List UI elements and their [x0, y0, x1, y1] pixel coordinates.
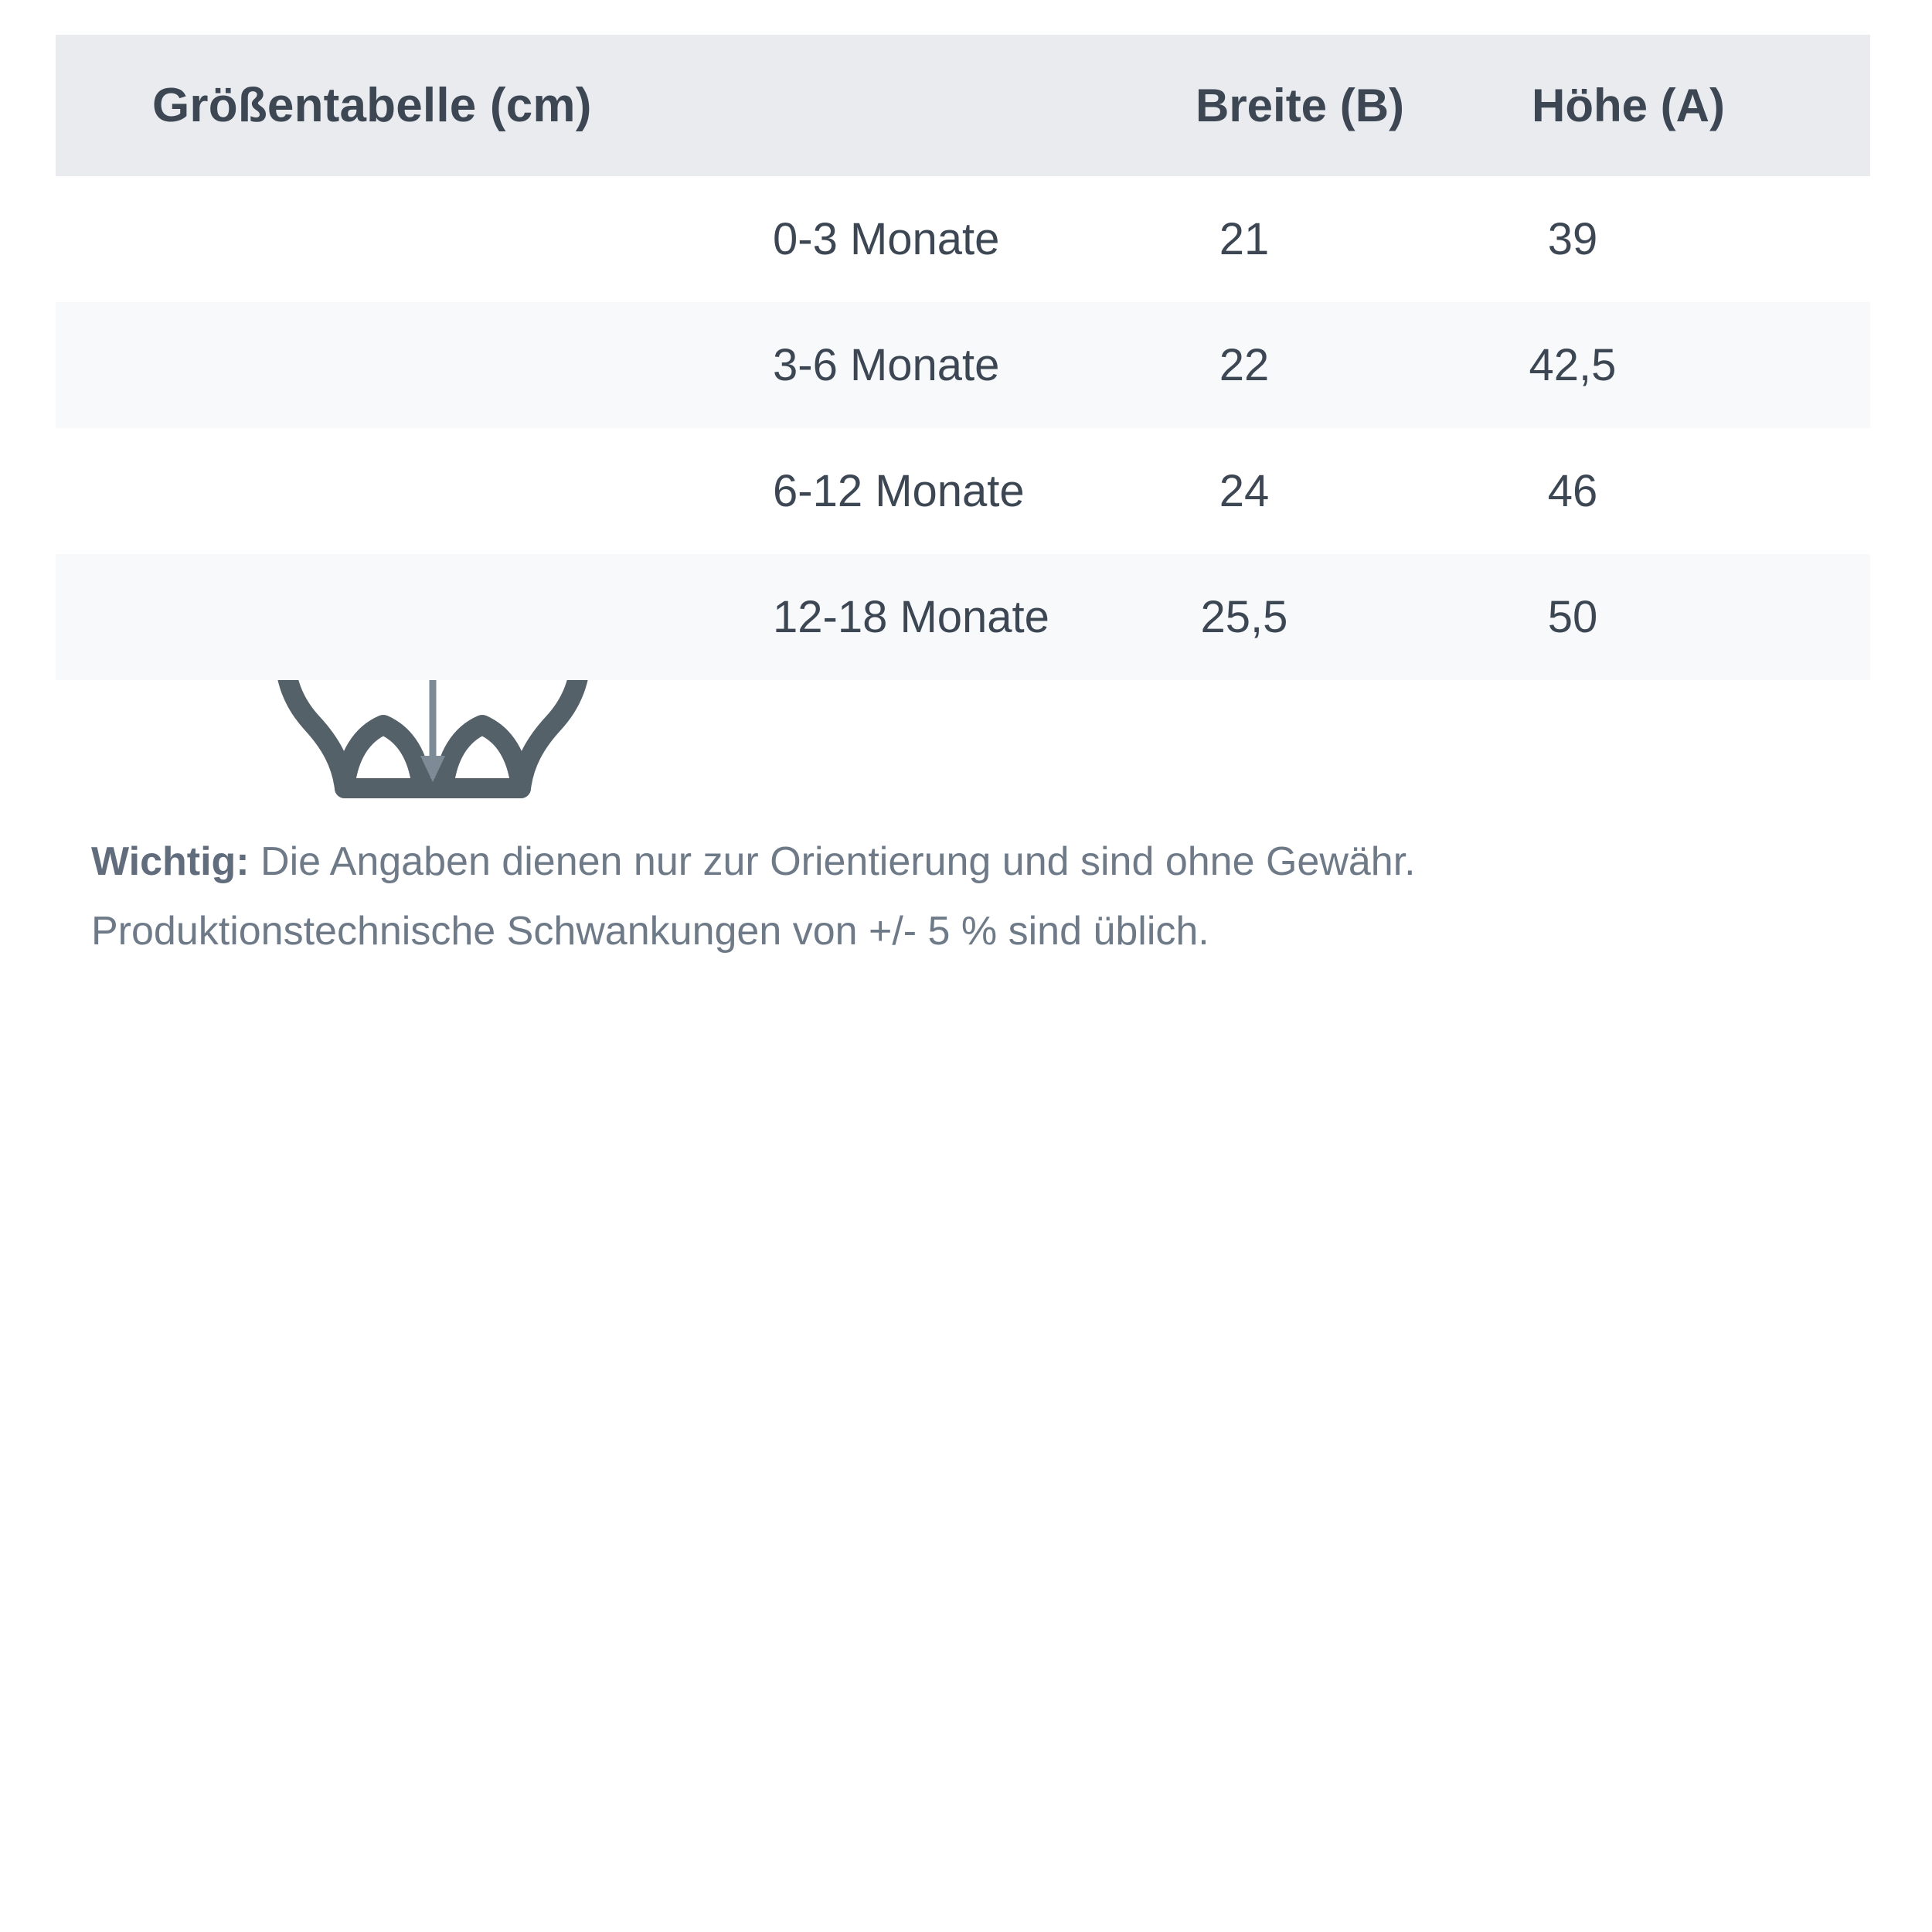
footnote-strong-label: Wichtig:: [91, 839, 250, 884]
cell-width: 25,5: [1200, 592, 1288, 642]
table-row: 12-18 Monate 25,5 50: [56, 554, 1870, 680]
size-table-body: 0-3 Monate 21 39 3-6 Monate 22 42,5 6-12…: [56, 176, 1870, 680]
cell-width: 21: [1219, 214, 1270, 264]
cell-height: 50: [1547, 592, 1598, 642]
cell-height: 42,5: [1529, 340, 1617, 390]
cell-size: 0-3 Monate: [773, 214, 1000, 264]
cell-height: 39: [1547, 214, 1598, 264]
cell-size: 12-18 Monate: [773, 592, 1049, 642]
cell-width: 24: [1219, 466, 1270, 516]
column-header-height: Höhe (A): [1532, 80, 1725, 131]
table-header-band: Größentabelle (cm) Breite (B) Höhe (A): [56, 35, 1870, 176]
footnote-line-1: Wichtig: Die Angaben dienen nur zur Orie…: [91, 827, 1869, 896]
cell-height: 46: [1547, 466, 1598, 516]
footnote-line-2: Produktionstechnische Schwankungen von +…: [91, 909, 1209, 954]
page-title: Größentabelle (cm): [152, 79, 592, 132]
cell-size: 6-12 Monate: [773, 466, 1025, 516]
table-row: 0-3 Monate 21 39: [56, 176, 1870, 302]
cell-width: 22: [1219, 340, 1270, 390]
footnote: Wichtig: Die Angaben dienen nur zur Orie…: [91, 827, 1869, 966]
table-row: 6-12 Monate 24 46: [56, 428, 1870, 554]
column-header-width: Breite (B): [1195, 80, 1405, 131]
table-row: 3-6 Monate 22 42,5: [56, 302, 1870, 428]
footnote-line-1-rest: Die Angaben dienen nur zur Orientierung …: [249, 839, 1416, 884]
cell-size: 3-6 Monate: [773, 340, 1000, 390]
